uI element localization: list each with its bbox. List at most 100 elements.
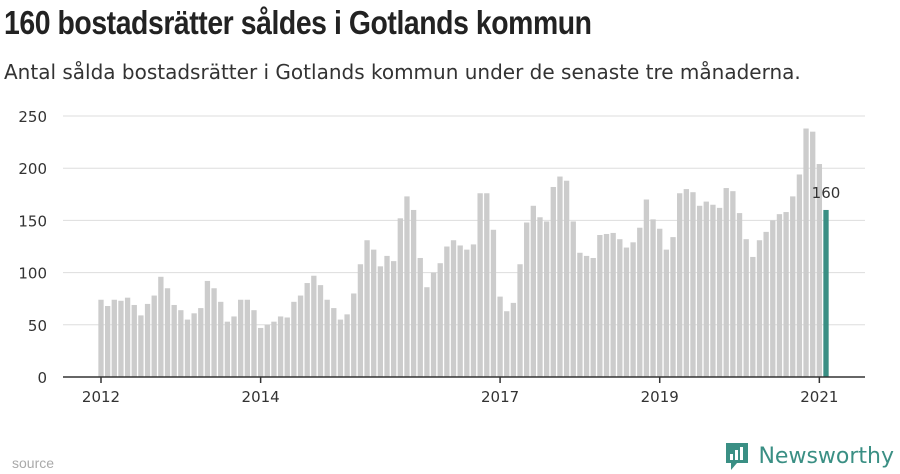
bar (331, 308, 337, 377)
bar (650, 219, 656, 377)
bar (410, 209, 417, 377)
bar (570, 221, 576, 377)
bar (803, 128, 809, 377)
bar (371, 249, 377, 377)
bar (663, 249, 670, 377)
bar (657, 228, 663, 377)
bar (178, 310, 184, 377)
bar (357, 264, 364, 377)
bar (796, 174, 803, 377)
bar (404, 196, 410, 377)
bar (696, 205, 703, 377)
bar (464, 249, 470, 377)
bar (510, 302, 517, 377)
bar (437, 263, 443, 377)
bar (816, 164, 823, 377)
bar (763, 231, 769, 377)
newsworthy-logo[interactable]: Newsworthy (724, 440, 894, 472)
bar (417, 257, 423, 377)
bar (530, 205, 536, 377)
bar-highlight (823, 209, 829, 377)
bar (736, 213, 743, 377)
bar (218, 301, 224, 377)
bar (703, 201, 709, 377)
bar (111, 299, 117, 377)
bar (743, 239, 749, 377)
bar (524, 222, 530, 377)
bar (304, 283, 310, 377)
bar (470, 244, 477, 377)
bar (424, 287, 430, 377)
bar (723, 188, 729, 377)
bar (397, 218, 403, 377)
bar (630, 242, 636, 377)
bar (317, 285, 324, 377)
bar (284, 317, 290, 377)
bar (504, 311, 510, 377)
bar (257, 327, 264, 377)
bar (337, 319, 344, 377)
bar (690, 192, 696, 377)
bar (430, 272, 437, 377)
bar (144, 303, 151, 377)
bar (238, 299, 244, 377)
bar (311, 275, 317, 377)
bar (224, 321, 231, 377)
bar (497, 296, 503, 377)
bars (98, 128, 829, 377)
bar (251, 310, 257, 377)
bar (184, 319, 191, 377)
bar (623, 247, 630, 377)
bar (98, 299, 104, 377)
bar (324, 299, 330, 377)
bar (550, 186, 556, 377)
bar (577, 252, 583, 377)
bar (610, 232, 616, 377)
bar (770, 220, 776, 377)
bar (450, 240, 457, 377)
bar (444, 246, 450, 377)
bar (683, 189, 689, 377)
bar (790, 196, 796, 377)
bar (563, 180, 570, 377)
bar (484, 193, 490, 377)
y-tick-label: 100 (18, 265, 47, 283)
bar (543, 221, 550, 377)
bar (384, 255, 390, 377)
bar (118, 300, 124, 377)
y-tick-label: 200 (18, 160, 47, 178)
y-tick-label: 0 (37, 369, 47, 387)
bar (297, 295, 304, 377)
y-tick-label: 250 (18, 108, 47, 126)
bar (264, 324, 270, 377)
bar (776, 214, 783, 377)
y-tick-label: 50 (28, 317, 47, 335)
bar (590, 257, 596, 377)
bar (124, 297, 131, 377)
bar (583, 255, 590, 377)
highlight-value-label: 160 (812, 184, 841, 202)
bar (204, 280, 211, 377)
bar (138, 315, 144, 377)
bar-chart: 0 50 100 150 200 250 160 2012 2014 2017 2019 2021 (18, 108, 865, 406)
x-tick-label: 2014 (242, 388, 280, 406)
bar (377, 266, 384, 377)
chart-title: 160 bostadsrätter såldes i Gotlands komm… (4, 4, 592, 41)
bar (643, 199, 650, 377)
bar (231, 316, 237, 377)
bar (477, 193, 483, 377)
x-tick-label: 2019 (641, 388, 679, 406)
brand-name: Newsworthy (758, 443, 894, 469)
source-label: source (12, 455, 55, 471)
bar (277, 316, 284, 377)
bar (783, 212, 789, 377)
bar (537, 217, 543, 377)
bar (198, 308, 204, 377)
bar (151, 295, 157, 377)
x-tick-label: 2021 (800, 388, 838, 406)
bar (750, 256, 756, 377)
bar (104, 306, 111, 377)
bar (670, 237, 676, 377)
bar (131, 304, 137, 377)
bar (391, 261, 397, 377)
